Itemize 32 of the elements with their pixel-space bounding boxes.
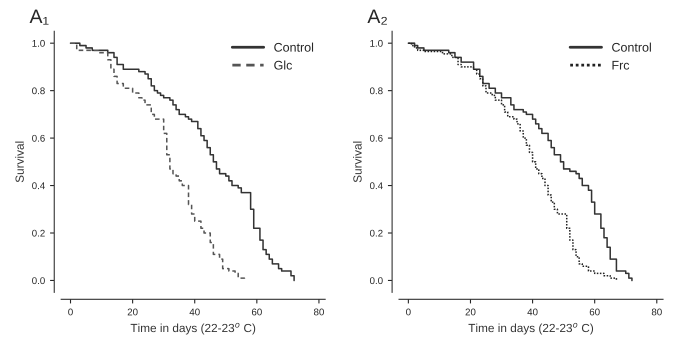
x-tick-label: 40 (527, 308, 538, 316)
y-tick-label: 0.4 (32, 182, 45, 190)
x-axis-title: Time in days (22-23$^{o}$ C) (130, 322, 256, 335)
legend-label: Control (612, 42, 651, 52)
x-tick-label: 60 (590, 308, 600, 316)
y-tick-label: 1.0 (370, 40, 383, 47)
y-axis-title: Survival (353, 142, 362, 182)
y-axis-title: Survival (15, 142, 24, 182)
y-tick-label: 0.0 (370, 277, 383, 284)
chart-title: A₂ (367, 10, 387, 25)
x-tick-label: 80 (652, 308, 662, 316)
y-tick-label: 0.8 (32, 87, 45, 94)
x-tick-label: 60 (252, 308, 262, 316)
chart-title: A₁ (30, 10, 49, 25)
x-tick-label: 0 (406, 308, 411, 316)
x-tick-label: 20 (128, 308, 138, 316)
y-tick-label: 0.6 (370, 134, 383, 142)
y-tick-label: 0.6 (32, 134, 45, 142)
y-tick-label: 0.2 (32, 230, 45, 237)
y-tick-label: 0.4 (370, 182, 383, 190)
y-tick-label: 0.0 (32, 277, 45, 284)
x-tick-label: 20 (466, 308, 476, 316)
y-tick-label: 0.8 (370, 87, 383, 94)
legend-label: Glc (274, 60, 292, 70)
x-tick-label: 40 (190, 308, 200, 316)
y-tick-label: 0.2 (370, 230, 383, 237)
legend-label: Frc (612, 60, 630, 70)
x-axis-title: Time in days (22-23$^{o}$ C) (468, 322, 594, 335)
x-tick-label: 0 (68, 308, 73, 316)
legend-label: Control (274, 42, 314, 52)
y-tick-label: 1.0 (32, 40, 45, 47)
x-tick-label: 80 (314, 308, 324, 316)
